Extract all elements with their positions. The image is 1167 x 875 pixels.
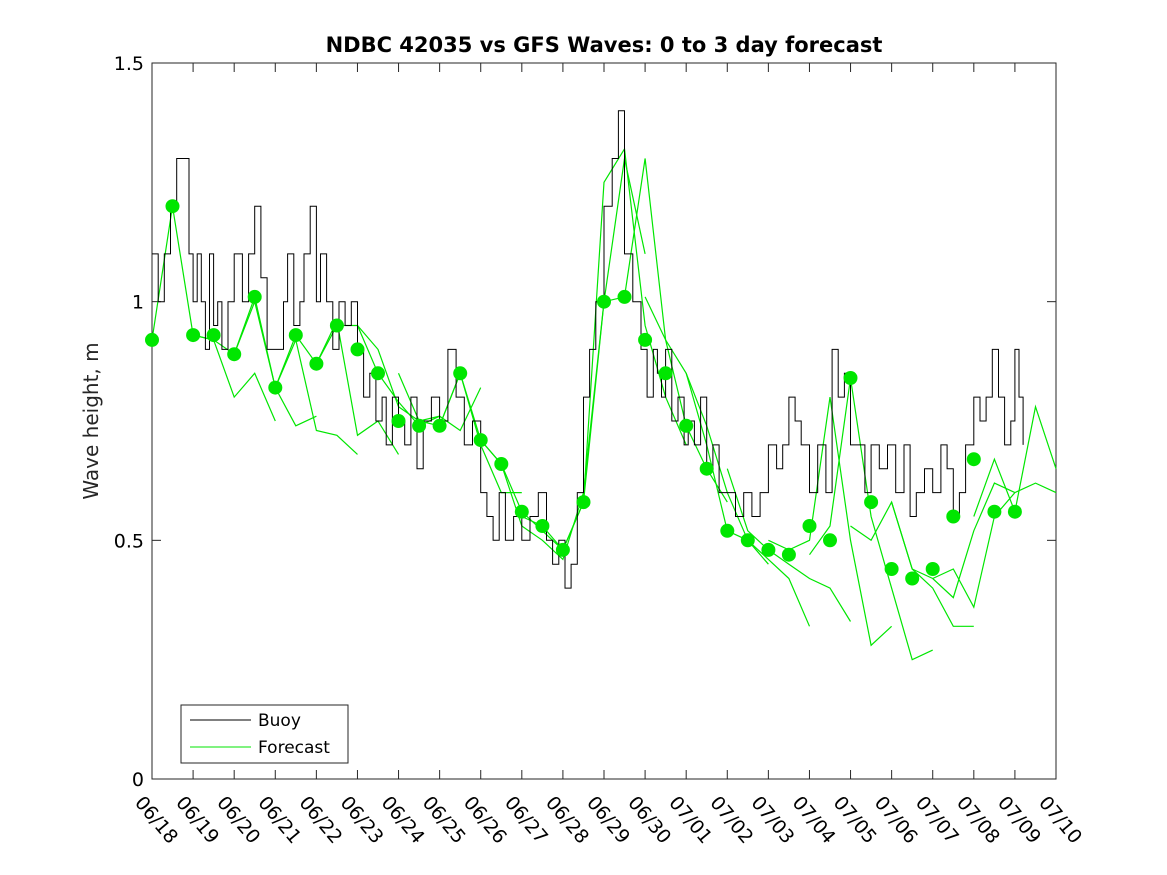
- forecast-marker: [555, 542, 570, 557]
- forecast-marker: [432, 418, 447, 433]
- forecast-marker: [658, 366, 673, 381]
- forecast-marker: [905, 571, 920, 586]
- forecast-marker: [391, 414, 406, 428]
- forecast-marker: [145, 332, 159, 347]
- forecast-marker: [186, 328, 201, 343]
- forecast-line: [809, 377, 933, 661]
- forecast-marker: [1007, 504, 1022, 519]
- forecast-marker: [987, 504, 1002, 519]
- forecast-marker: [535, 519, 550, 533]
- forecast-marker: [309, 356, 324, 371]
- forecast-marker: [802, 519, 817, 533]
- forecast-line: [726, 468, 852, 622]
- forecast-marker: [473, 433, 488, 448]
- forecast-marker: [597, 294, 611, 309]
- forecast-marker: [761, 542, 776, 557]
- forecast-marker: [843, 371, 858, 385]
- forecast-markers: [145, 199, 1022, 586]
- forecast-marker: [350, 342, 365, 357]
- legend-label-forecast: Forecast: [258, 738, 330, 758]
- forecast-line: [891, 482, 1016, 599]
- forecast-marker: [494, 457, 509, 471]
- forecast-marker: [864, 495, 879, 510]
- y-tick-label: 0: [132, 769, 144, 791]
- forecast-marker: [576, 495, 591, 510]
- forecast-marker: [679, 418, 694, 433]
- plot-area: [151, 62, 1057, 780]
- y-tick-label: 0.5: [114, 530, 144, 552]
- forecast-marker: [925, 562, 940, 576]
- forecast-marker: [329, 318, 344, 333]
- forecast-marker: [247, 289, 262, 304]
- y-axis: 0 0.5 1 1.5: [114, 53, 1056, 791]
- buoy-series: [152, 110, 1024, 589]
- forecast-marker: [740, 533, 755, 548]
- legend-box: [180, 704, 349, 764]
- forecast-marker: [268, 380, 283, 395]
- chart-title: NDBC 42035 vs GFS Waves: 0 to 3 day fore…: [326, 33, 883, 57]
- forecast-marker: [617, 289, 632, 304]
- forecast-marker: [638, 332, 653, 347]
- forecast-marker: [720, 523, 735, 538]
- y-tick-label: 1: [132, 292, 144, 314]
- forecast-marker: [412, 418, 427, 433]
- forecast-marker: [453, 366, 468, 381]
- y-axis-label: Wave height, m: [79, 342, 103, 499]
- forecast-marker: [699, 461, 714, 476]
- forecast-marker: [165, 199, 180, 214]
- legend: Buoy Forecast: [180, 704, 349, 764]
- forecast-marker: [288, 328, 303, 343]
- forecast-marker: [514, 504, 529, 519]
- forecast-marker: [371, 366, 385, 381]
- forecast-marker: [227, 347, 242, 362]
- buoy-line: [152, 110, 1024, 589]
- forecast-marker: [946, 509, 961, 524]
- y-tick-label: 1.5: [114, 53, 144, 75]
- forecast-marker: [884, 562, 899, 576]
- legend-label-buoy: Buoy: [258, 711, 301, 731]
- forecast-marker: [966, 452, 981, 467]
- forecast-marker: [206, 328, 221, 343]
- forecast-marker: [823, 533, 837, 548]
- forecast-marker: [781, 547, 796, 562]
